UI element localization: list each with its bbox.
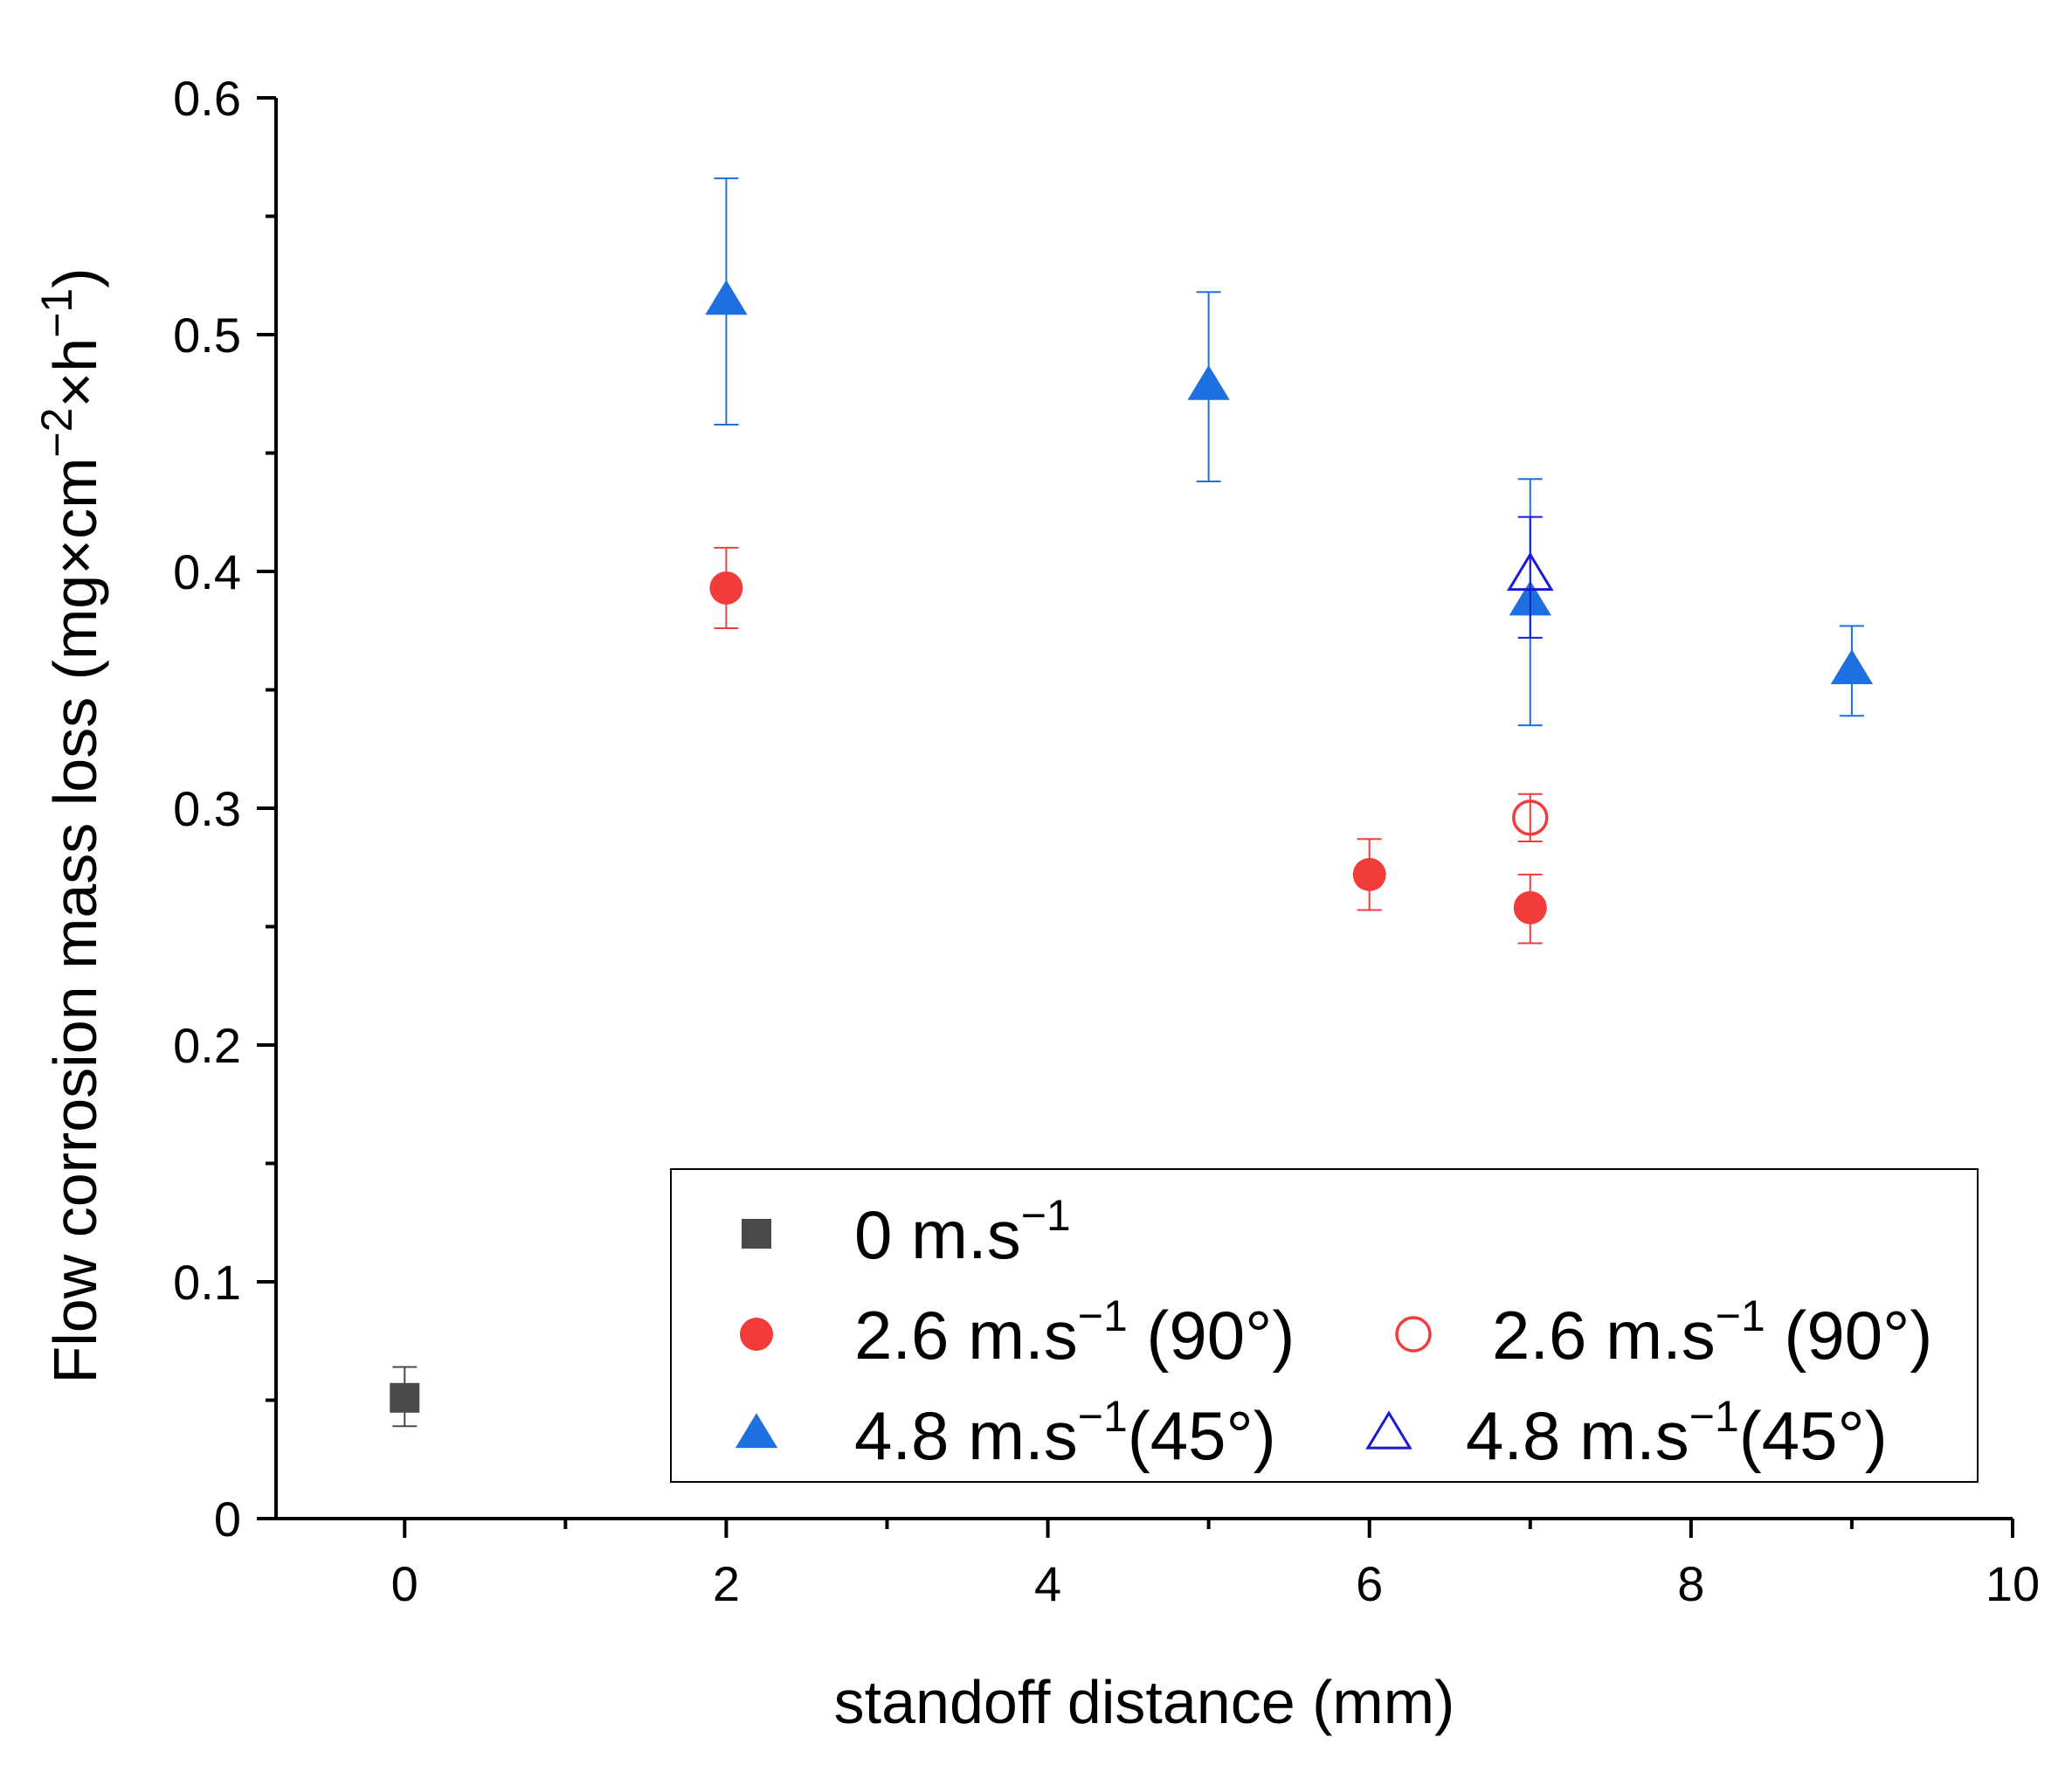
legend-label-main: 0 m.s bbox=[854, 1196, 1021, 1273]
axes: 0 0.1 0.2 0.3 0.4 0.5 0.6 0 2 4 6 8 10 bbox=[173, 71, 2040, 1611]
legend-label-sup: −1 bbox=[1078, 1291, 1128, 1340]
legend-label: 2.6 m.s−1 (90°) bbox=[854, 1291, 1295, 1374]
data-point bbox=[1830, 649, 1874, 684]
x-tick-label: 10 bbox=[1986, 1556, 2040, 1611]
data-point bbox=[1512, 799, 1549, 836]
y-tick-label: 0.1 bbox=[173, 1255, 241, 1310]
legend-label: 4.8 m.s−1(45°) bbox=[854, 1392, 1276, 1474]
y-tick-label: 0.6 bbox=[173, 71, 241, 126]
legend-label-rest: (90°) bbox=[1128, 1297, 1295, 1374]
y-tick-label: 0.3 bbox=[173, 781, 241, 836]
y-tick-label: 0.2 bbox=[173, 1018, 241, 1073]
legend: 0 m.s−12.6 m.s−1 (90°)4.8 m.s−1(45°)2.6 … bbox=[670, 1168, 1979, 1483]
data-point bbox=[390, 1382, 420, 1413]
legend-label-sup: −1 bbox=[1716, 1291, 1765, 1340]
y-title-sup: −2 bbox=[32, 408, 81, 458]
x-axis-title: standoff distance (mm) bbox=[834, 1668, 1455, 1736]
legend-label-rest: (90°) bbox=[1765, 1297, 1933, 1374]
data-points bbox=[390, 177, 1874, 1428]
x-tick-label: 0 bbox=[391, 1556, 418, 1611]
legend-label-rest: (45°) bbox=[1739, 1397, 1888, 1474]
legend-label-sup: −1 bbox=[1021, 1191, 1071, 1240]
legend-marker bbox=[1395, 1316, 1432, 1353]
x-tick-label: 4 bbox=[1034, 1556, 1061, 1611]
data-point bbox=[1352, 857, 1386, 891]
legend-label-sup: −1 bbox=[1689, 1392, 1739, 1441]
y-title-main: Flow corrosion mass loss (mg×cm bbox=[41, 458, 109, 1384]
y-title-end: ) bbox=[41, 267, 109, 287]
x-tick-label: 6 bbox=[1356, 1556, 1383, 1611]
y-axis-title: Flow corrosion mass loss (mg×cm−2×h−1) bbox=[32, 267, 109, 1383]
legend-label-main: 2.6 m.s bbox=[854, 1297, 1078, 1374]
legend-label-main: 2.6 m.s bbox=[1492, 1297, 1716, 1374]
legend-marker bbox=[742, 1219, 771, 1249]
data-point bbox=[1187, 364, 1230, 400]
y-tick-label: 0 bbox=[214, 1492, 241, 1547]
data-point bbox=[709, 571, 743, 605]
legend-box bbox=[670, 1168, 1979, 1483]
x-tick-label: 2 bbox=[713, 1556, 740, 1611]
legend-marker bbox=[735, 1413, 778, 1449]
legend-label-main: 4.8 m.s bbox=[854, 1397, 1078, 1474]
legend-label-rest: (45°) bbox=[1128, 1397, 1276, 1474]
legend-label-sup: −1 bbox=[1078, 1392, 1128, 1441]
data-point bbox=[705, 280, 748, 315]
y-title-sup: −1 bbox=[32, 288, 81, 338]
x-tick-label: 8 bbox=[1677, 1556, 1704, 1611]
y-tick-label: 0.5 bbox=[173, 308, 241, 363]
legend-label-main: 4.8 m.s bbox=[1466, 1397, 1689, 1474]
data-point bbox=[1513, 890, 1547, 924]
y-title-mid: ×h bbox=[41, 338, 109, 408]
legend-label: 4.8 m.s−1(45°) bbox=[1466, 1392, 1888, 1474]
y-tick-label: 0.4 bbox=[173, 544, 241, 599]
legend-label: 0 m.s−1 bbox=[854, 1191, 1071, 1273]
legend-marker bbox=[740, 1318, 773, 1351]
legend-marker bbox=[1365, 1410, 1412, 1450]
data-point bbox=[1506, 551, 1554, 592]
legend-label: 2.6 m.s−1 (90°) bbox=[1492, 1291, 1932, 1374]
